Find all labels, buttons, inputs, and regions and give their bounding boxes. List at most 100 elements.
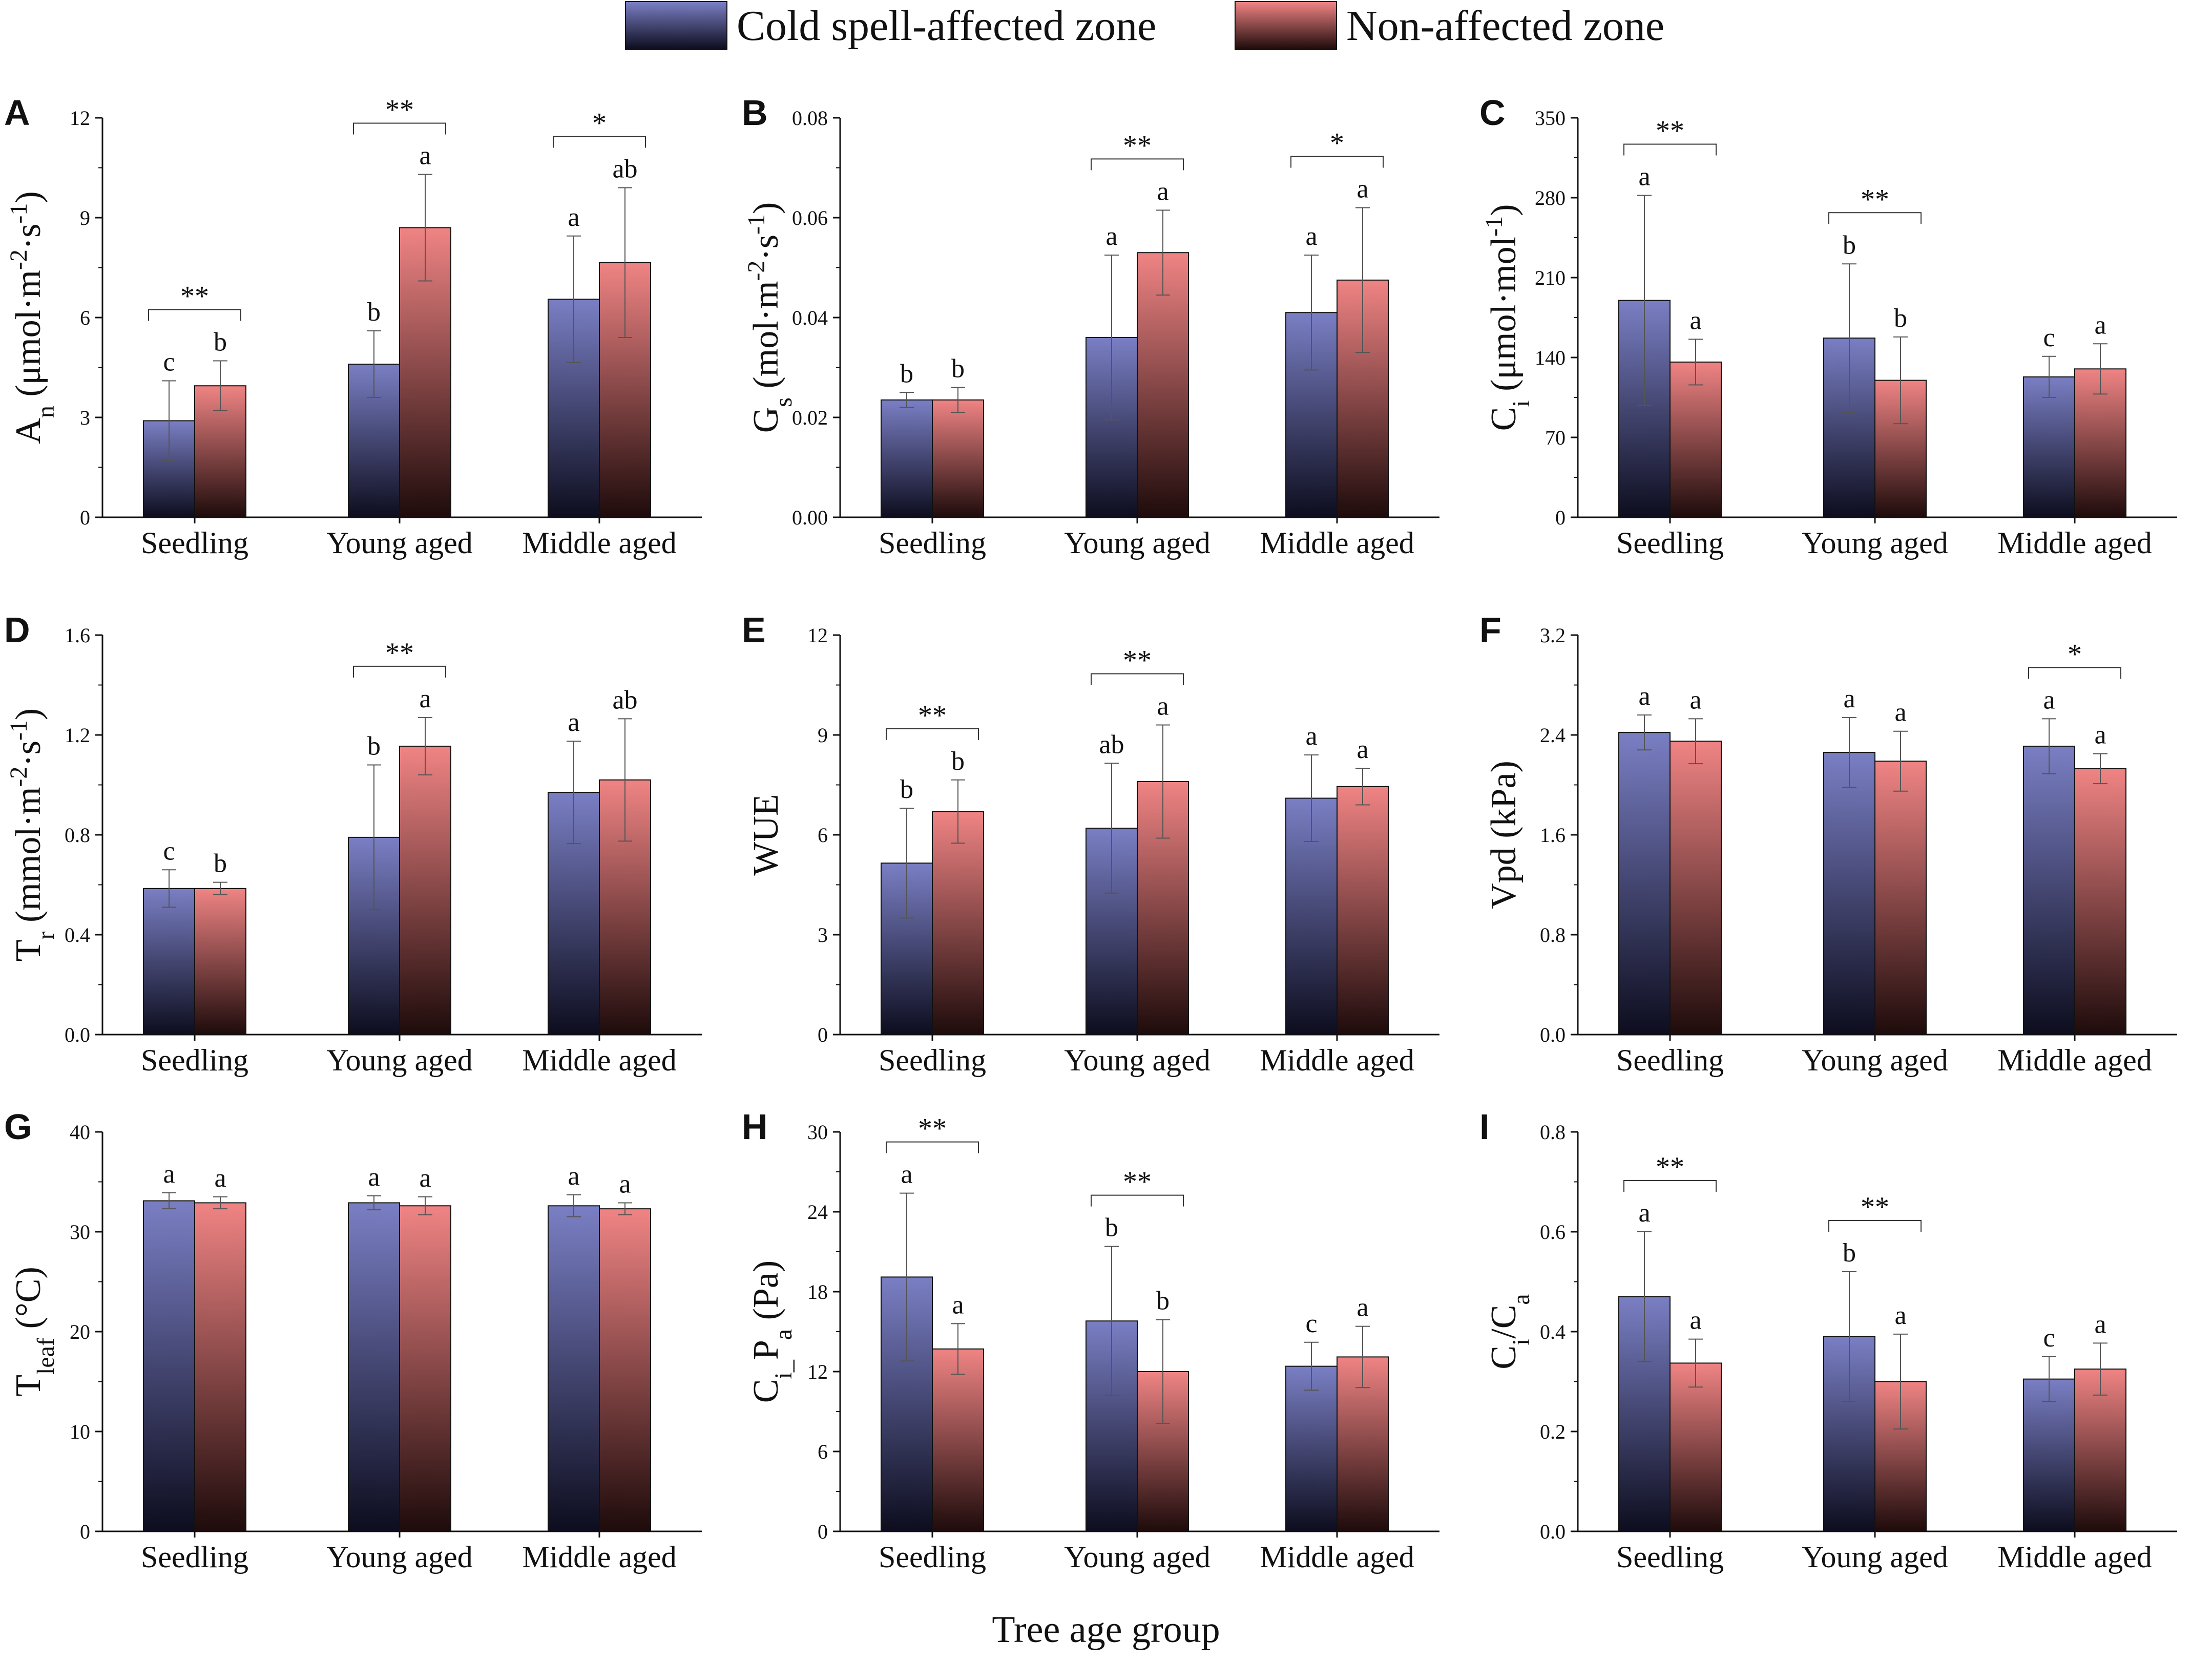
significance-stars: * [1330, 128, 1344, 159]
y-axis-title-part: -1 [5, 720, 32, 741]
significance-bracket [1091, 673, 1184, 685]
y-axis-title-part: ) [746, 202, 786, 214]
significance-letter: a [1357, 1293, 1368, 1322]
chart-panel-d: D 0.0 0.4 0.8 1.2 1.6 Tr (mmol·m-2·s-1) Seedlin… [0, 604, 707, 1096]
y-axis-title-part: T [9, 1375, 48, 1397]
y-axis-title-part: C [1484, 407, 1524, 431]
y-tick-label: 0.4 [65, 923, 90, 946]
bar [2023, 376, 2075, 518]
legend-label-cold-zone: Cold spell-affected zone [737, 2, 1157, 50]
x-category-label: Middle aged [1260, 526, 1414, 560]
y-axis-title-part: i [1508, 400, 1535, 407]
y-tick-label: 210 [1535, 266, 1566, 289]
chart-panel-i: I 0.0 0.2 0.4 0.6 0.8 Ci/Ca Seedling a a ** Young a… [1475, 1101, 2182, 1593]
chart-svg-d: D 0.0 0.4 0.8 1.2 1.6 Tr (mmol·m-2·s-1) Seedlin… [4, 610, 702, 1077]
significance-bracket [1623, 1180, 1717, 1192]
y-axis-title-part: r [32, 931, 59, 939]
significance-letter: a [1638, 162, 1650, 192]
y-tick-label: 1.6 [65, 624, 90, 647]
significance-bracket [353, 122, 446, 135]
bar [1670, 1362, 1722, 1532]
x-category-label: Seedling [879, 526, 986, 560]
x-category-label: Seedling [879, 1043, 986, 1077]
y-tick-label: 0.02 [792, 406, 828, 429]
y-axis-title: Tr (mmol·m-2·s-1) [5, 708, 59, 962]
y-axis-title-part: -2 [5, 767, 32, 787]
significance-letter: a [1157, 177, 1168, 206]
significance-letter: a [1894, 698, 1906, 727]
chart-panel-b: B 0.00 0.02 0.04 0.06 0.08 Gs (mol·m-2·s-1) See… [738, 87, 1445, 579]
y-tick-label: 3 [818, 923, 828, 946]
y-tick-label: 0 [1555, 506, 1566, 529]
significance-letter: b [1156, 1287, 1170, 1316]
significance-letter: a [1157, 692, 1168, 721]
x-category-label: Young aged [1802, 526, 1948, 560]
y-tick-label: 1.2 [65, 724, 90, 747]
panel-letter: G [4, 1107, 32, 1147]
significance-letter: a [619, 1169, 631, 1198]
y-axis-title-part: a [1508, 1294, 1535, 1304]
bar [194, 1202, 246, 1532]
chart-panel-g: G 0 10 20 30 40 Tleaf (°C) Seedling a a Young aged… [0, 1101, 707, 1593]
y-tick-label: 10 [70, 1420, 90, 1443]
significance-letter: a [2094, 1310, 2106, 1339]
y-tick-label: 0.8 [1540, 1121, 1566, 1144]
significance-letter: ab [612, 685, 637, 714]
x-category-label: Young aged [326, 526, 473, 560]
legend-swatch-cold-zone [625, 1, 727, 50]
x-category-label: Middle aged [1260, 1540, 1414, 1574]
significance-letter: a [1105, 222, 1117, 251]
chart-svg-c: C 0 70 140 210 280 350 Ci (μmol·mol-1) Seedling a… [1479, 93, 2177, 560]
y-axis-title-part: ) [9, 191, 48, 203]
panel-letter: E [742, 610, 766, 650]
x-category-label: Middle aged [1997, 526, 2152, 560]
x-category-label: Seedling [141, 1540, 248, 1574]
y-tick-label: 12 [70, 107, 90, 130]
bar [932, 811, 984, 1035]
significance-letter: a [419, 1164, 431, 1193]
y-tick-label: 18 [807, 1280, 828, 1303]
legend-swatch-non-affected-zone [1235, 1, 1337, 50]
significance-bracket [1091, 1194, 1184, 1207]
y-tick-label: 70 [1545, 426, 1566, 449]
x-category-label: Young aged [1064, 1540, 1211, 1574]
significance-letter: a [163, 1160, 175, 1189]
legend: Cold spell-affected zone Non-affected zo… [625, 0, 1701, 56]
y-axis-title: Ci_Pa (Pa) [746, 1260, 797, 1403]
significance-bracket [553, 136, 646, 148]
significance-stars: ** [1861, 1191, 1889, 1223]
y-tick-label: 30 [70, 1220, 90, 1244]
x-category-label: Seedling [141, 1043, 248, 1077]
significance-bracket [2028, 667, 2121, 679]
significance-letter: b [900, 359, 913, 388]
significance-stars: ** [385, 94, 414, 126]
panel-letter: C [1479, 93, 1506, 133]
y-tick-label: 1.6 [1540, 824, 1566, 847]
significance-letter: b [367, 298, 381, 327]
x-category-label: Middle aged [522, 526, 677, 560]
significance-letter: a [1638, 682, 1650, 711]
y-tick-label: 0.04 [792, 306, 828, 329]
x-category-label: Middle aged [1260, 1043, 1414, 1077]
x-category-label: Middle aged [522, 1043, 677, 1077]
x-category-label: Young aged [1064, 1043, 1211, 1077]
y-tick-label: 0.0 [65, 1023, 90, 1046]
significance-letter: a [952, 1290, 964, 1319]
y-tick-label: 0 [80, 1520, 90, 1543]
bar [932, 1348, 984, 1532]
significance-letter: a [2094, 721, 2106, 750]
y-axis-title-part: a [770, 1329, 797, 1340]
y-tick-label: 0.8 [1540, 923, 1566, 946]
significance-letter: b [367, 732, 381, 761]
x-category-label: Young aged [1064, 526, 1211, 560]
significance-stars: * [2068, 638, 2082, 670]
bar [348, 1202, 400, 1532]
legend-item-cold-zone: Cold spell-affected zone [625, 0, 1156, 51]
y-axis-title-part: -1 [743, 214, 770, 235]
y-tick-label: 0.0 [1540, 1023, 1566, 1046]
y-axis-title-part: (μmol·m [9, 270, 48, 406]
y-tick-label: 12 [807, 1360, 828, 1383]
bar [1337, 786, 1389, 1035]
y-tick-label: 0 [80, 506, 90, 529]
y-tick-label: 30 [807, 1121, 828, 1144]
